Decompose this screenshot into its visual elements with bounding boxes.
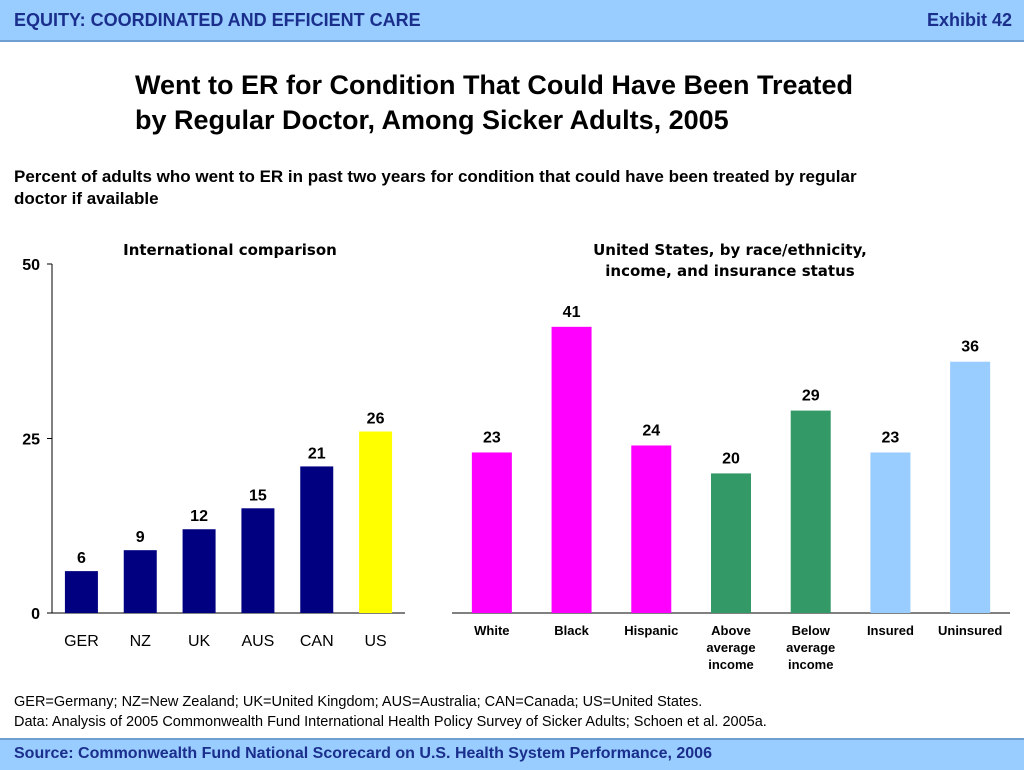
left-bar-value-label: 9: [136, 529, 145, 546]
left-y-tick-label: 0: [31, 606, 40, 623]
right-bar-value-label: 24: [642, 422, 660, 439]
left-bar: [359, 431, 393, 613]
left-x-tick-label: AUS: [241, 633, 274, 650]
left-y-tick-label: 50: [22, 257, 40, 274]
right-x-tick-label: Uninsured: [938, 623, 1002, 638]
left-bar-value-label: 26: [367, 411, 385, 428]
right-x-tick-label: White: [474, 623, 509, 638]
left-bar: [64, 571, 98, 613]
left-panel-title: International comparison: [123, 241, 337, 259]
right-panel-title-line-2: income, and insurance status: [605, 262, 855, 280]
section-title: EQUITY: COORDINATED AND EFFICIENT CARE: [14, 10, 421, 30]
left-bar: [182, 529, 216, 613]
right-bar: [471, 452, 512, 613]
exhibit-number: Exhibit 42: [926, 10, 1012, 30]
left-bar: [123, 550, 157, 613]
header-bar: EQUITY: COORDINATED AND EFFICIENT CARE E…: [0, 0, 1024, 42]
left-bar-value-label: 6: [77, 550, 86, 567]
right-x-tick-label: average: [706, 640, 755, 655]
right-bar: [551, 326, 592, 613]
slide-title-line-1: Went to ER for Condition That Could Have…: [135, 70, 854, 100]
right-x-tick-label: Insured: [867, 623, 914, 638]
source-bar: Source: Commonwealth Fund National Score…: [0, 738, 1024, 770]
left-y-tick-label: 25: [22, 432, 40, 449]
right-panel-title: United States, by race/ethnicity, income…: [530, 240, 930, 282]
right-bar-value-label: 23: [882, 429, 900, 446]
right-panel-title-line-1: United States, by race/ethnicity,: [593, 241, 867, 259]
right-bar-value-label: 20: [722, 450, 740, 467]
right-x-tick-label: income: [788, 657, 834, 672]
footnote: GER=Germany; NZ=New Zealand; UK=United K…: [14, 692, 767, 732]
left-x-tick-label: US: [364, 633, 386, 650]
right-bar: [870, 452, 911, 613]
right-bar-value-label: 23: [483, 429, 501, 446]
footnote-abbreviations: GER=Germany; NZ=New Zealand; UK=United K…: [14, 694, 703, 710]
left-x-tick-label: UK: [188, 633, 211, 650]
right-bar: [711, 473, 751, 613]
right-x-tick-label: Below: [792, 623, 831, 638]
left-x-tick-label: CAN: [300, 633, 334, 650]
left-bar: [241, 508, 275, 613]
right-bar: [790, 410, 831, 613]
slide-title-line-2: by Regular Doctor, Among Sicker Adults, …: [135, 105, 729, 135]
source-text: Source: Commonwealth Fund National Score…: [14, 745, 712, 762]
left-x-tick-label: NZ: [130, 633, 152, 650]
slide-title: Went to ER for Condition That Could Have…: [135, 68, 935, 138]
right-x-tick-label: income: [708, 657, 754, 672]
left-x-tick-label: GER: [64, 633, 99, 650]
right-x-tick-label: Black: [554, 623, 589, 638]
right-bar-value-label: 29: [802, 388, 820, 405]
chart-subtitle: Percent of adults who went to ER in past…: [14, 167, 857, 208]
left-bar-value-label: 12: [190, 508, 208, 525]
left-bar-value-label: 15: [249, 487, 267, 504]
right-bar-value-label: 41: [563, 304, 581, 321]
right-x-tick-label: average: [786, 640, 835, 655]
left-bar-value-label: 21: [308, 445, 326, 462]
footnote-data-source: Data: Analysis of 2005 Commonwealth Fund…: [14, 714, 767, 730]
left-bar: [300, 466, 334, 613]
right-bar: [950, 361, 991, 613]
right-x-tick-label: Hispanic: [624, 623, 678, 638]
right-bar: [631, 445, 672, 613]
right-x-tick-label: Above: [711, 623, 751, 638]
right-bar-value-label: 36: [961, 339, 979, 356]
